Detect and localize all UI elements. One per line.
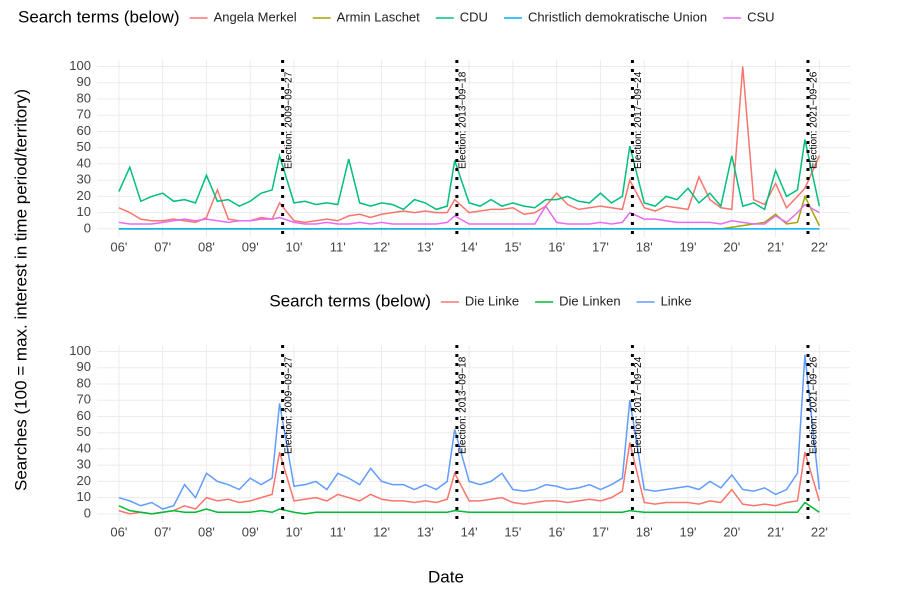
legend: Search terms (below) Die Linke Die Linken L…: [269, 291, 691, 310]
x-tick-label: 13': [417, 239, 434, 254]
x-tick-label: 22': [811, 239, 828, 254]
annotation: Election: 2013−09−18: [458, 356, 469, 454]
y-tick-label: 50: [77, 139, 91, 154]
x-tick-label: 21': [767, 524, 784, 539]
legend-label: Die Linken: [559, 293, 620, 308]
y-tick-label: 30: [77, 457, 91, 472]
x-tick-label: 10': [286, 239, 303, 254]
x-tick-label: 12': [373, 239, 390, 254]
y-tick-label: 0: [84, 505, 91, 520]
legend-title: Search terms (below): [269, 291, 431, 310]
series-line: [118, 203, 820, 225]
y-axis-title: Searches (100 = max. interest in time pe…: [11, 89, 30, 491]
x-tick-label: 17': [592, 239, 609, 254]
legend: Search terms (below) Angela Merkel Armin L…: [18, 7, 775, 26]
y-tick-label: 10: [77, 204, 91, 219]
y-tick-label: 60: [77, 123, 91, 138]
legend-label: CSU: [747, 9, 774, 24]
series-line: [118, 66, 821, 224]
y-tick-label: 20: [77, 473, 91, 488]
x-tick-label: 22': [811, 524, 828, 539]
legend-label: Angela Merkel: [214, 9, 297, 24]
y-tick-label: 40: [77, 440, 91, 455]
legend-label: Armin Laschet: [337, 9, 420, 24]
y-tick-label: 40: [77, 155, 91, 170]
annotation: Election: 2021−09−26: [809, 356, 820, 454]
x-tick-label: 06': [110, 239, 127, 254]
x-tick-label: 16': [548, 524, 565, 539]
x-tick-label: 15': [504, 239, 521, 254]
y-tick-label: 10: [77, 489, 91, 504]
annotation: Election: 2013−09−18: [458, 71, 469, 169]
x-tick-label: 19': [680, 524, 697, 539]
series-line: [118, 442, 821, 515]
legend-label: Die Linke: [465, 293, 519, 308]
x-tick-label: 21': [767, 239, 784, 254]
y-tick-label: 100: [69, 343, 91, 358]
annotation: Election: 2017−09−24: [633, 71, 644, 169]
legend-label: Christlich demokratische Union: [528, 9, 707, 24]
y-tick-label: 20: [77, 188, 91, 203]
annotation: Election: 2021−09−26: [809, 71, 820, 169]
y-tick-label: 0: [84, 220, 91, 235]
x-tick-label: 08': [198, 524, 215, 539]
y-tick-label: 90: [77, 359, 91, 374]
annotation: Election: 2017−09−24: [633, 356, 644, 454]
legend-label: CDU: [460, 9, 488, 24]
y-tick-label: 30: [77, 172, 91, 187]
y-tick-label: 90: [77, 74, 91, 89]
series-line: [118, 354, 821, 510]
x-tick-label: 14': [461, 239, 478, 254]
x-tick-label: 07': [154, 239, 171, 254]
x-tick-label: 15': [504, 524, 521, 539]
x-tick-label: 20': [723, 524, 740, 539]
legend-label: Linke: [661, 293, 692, 308]
x-tick-label: 17': [592, 524, 609, 539]
y-tick-label: 80: [77, 90, 91, 105]
x-tick-label: 10': [286, 524, 303, 539]
annotation: Election: 2009−09−27: [283, 71, 294, 169]
y-tick-label: 60: [77, 408, 91, 423]
x-tick-label: 13': [417, 524, 434, 539]
x-tick-label: 09': [242, 524, 259, 539]
x-tick-label: 08': [198, 239, 215, 254]
x-tick-label: 19': [680, 239, 697, 254]
x-tick-label: 20': [723, 239, 740, 254]
x-tick-label: 11': [330, 239, 346, 254]
annotation: Election: 2009−09−27: [283, 356, 294, 454]
x-tick-label: 18': [636, 239, 653, 254]
y-tick-label: 100: [69, 58, 91, 73]
y-tick-label: 70: [77, 107, 91, 122]
x-tick-label: 11': [330, 524, 346, 539]
x-tick-label: 18': [636, 524, 653, 539]
series-line: [118, 501, 820, 515]
legend-title: Search terms (below): [18, 7, 180, 26]
x-axis-title: Date: [428, 567, 464, 586]
x-tick-label: 06': [110, 524, 127, 539]
x-tick-label: 14': [461, 524, 478, 539]
y-tick-label: 80: [77, 375, 91, 390]
x-tick-label: 16': [548, 239, 565, 254]
series-line: [118, 139, 821, 211]
x-tick-label: 12': [373, 524, 390, 539]
y-tick-label: 50: [77, 424, 91, 439]
x-tick-label: 07': [154, 524, 171, 539]
x-tick-label: 09': [242, 239, 259, 254]
y-tick-label: 70: [77, 392, 91, 407]
